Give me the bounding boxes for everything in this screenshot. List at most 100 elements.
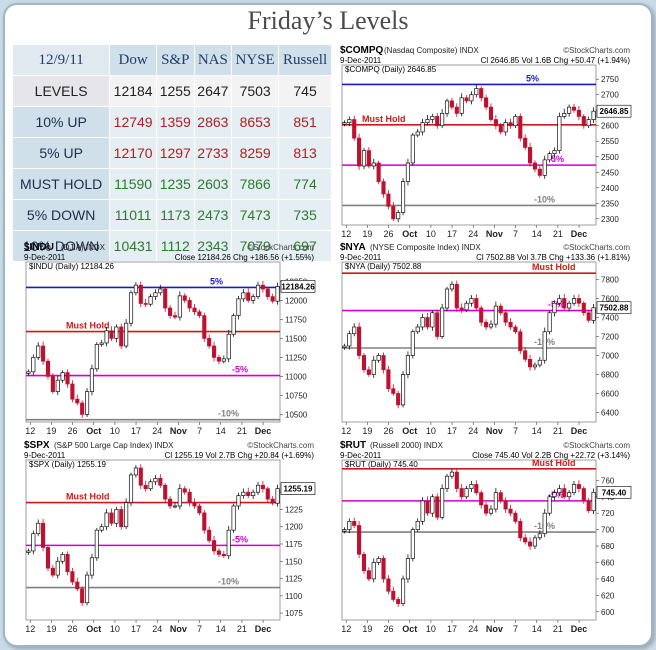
x-tick-label: Nov [486, 426, 503, 436]
chart-name: (S&P 500 Large Cap Index) INDX [54, 441, 174, 450]
candle-body [391, 590, 396, 600]
candle-body [221, 554, 226, 557]
chart-symbol: $COMPQ [340, 45, 384, 56]
candle-body [586, 500, 591, 512]
chart-date: 9-Dec-2011 [340, 253, 382, 262]
candle-body [532, 537, 538, 547]
chart-source: ©StockCharts.com [563, 46, 630, 55]
candle-body [435, 116, 440, 127]
x-tick-label: 10 [110, 426, 120, 436]
x-tick-label: Oct [86, 426, 101, 436]
candle-body [133, 284, 138, 294]
candle-body [207, 338, 212, 347]
chart-date: 9-Dec-2011 [340, 451, 382, 460]
candle-body [484, 97, 489, 108]
chart-svg: $INDU (DJIA) INDX ©StockCharts.com 9-Dec-20… [24, 242, 316, 436]
candle-body [562, 112, 567, 117]
candle-body [172, 315, 178, 318]
column-header: S&P [155, 44, 195, 76]
column-header: NAS [193, 44, 233, 76]
candle-body [537, 168, 542, 176]
candle-body [347, 521, 352, 530]
candle-body [591, 110, 596, 120]
x-tick-label: Dec [571, 229, 588, 239]
chart-name: (Russell 2000) INDX [370, 441, 444, 450]
y-tick-label: 7200 [601, 333, 619, 342]
x-tick-label: 17 [447, 229, 457, 239]
x-tick-label: Dec [571, 426, 588, 436]
y-tick-label: 2600 [601, 122, 619, 131]
candle-body [197, 311, 202, 316]
candle-body [241, 491, 246, 496]
x-tick-label: 14 [532, 624, 542, 634]
candle-body [31, 533, 36, 552]
candle-body [124, 322, 129, 347]
x-tick-label: 19 [362, 426, 372, 436]
candle-body [376, 162, 381, 182]
x-tick-label: 12 [341, 229, 351, 239]
chart-stats: Cl 7502.88 Vol 3.7B Chg +133.36 (+1.81%) [476, 253, 630, 262]
candle-body [192, 307, 197, 313]
candle-body [440, 488, 445, 518]
candle-body [459, 307, 464, 311]
candle-body [361, 553, 367, 572]
candle-body [41, 345, 46, 362]
chart-date: 9-Dec-2011 [340, 56, 382, 65]
chart-sp500: $SPX (S&P 500 Large Cap Index) INDX ©Stock… [22, 438, 316, 636]
table-cell: 11011 [109, 199, 157, 231]
candle-body [65, 372, 70, 385]
y-tick-label: 11250 [285, 353, 307, 362]
candle-body [260, 284, 265, 290]
candle-body [260, 484, 265, 490]
x-tick-label: 7 [513, 624, 518, 634]
level-label: 5% [526, 73, 539, 83]
table-cell: 1173 [155, 199, 195, 231]
table-cell: 12749 [109, 106, 157, 138]
chart-source: ©StockCharts.com [563, 441, 630, 450]
candle-body [153, 478, 158, 483]
candle-body [400, 181, 406, 213]
candle-body [371, 562, 376, 580]
x-tick-label: 21 [237, 624, 247, 634]
candle-body [576, 484, 581, 489]
candle-body [400, 578, 406, 604]
x-tick-label: 26 [384, 426, 394, 436]
candle-body [236, 298, 241, 316]
candle-body [226, 333, 231, 360]
x-tick-label: 21 [553, 624, 563, 634]
candle-body [474, 88, 479, 96]
level-label: -5% [232, 365, 248, 375]
candle-body [143, 303, 148, 305]
y-tick-label: 680 [601, 542, 615, 551]
candle-body [430, 116, 435, 120]
x-tick-label: Nov [170, 426, 187, 436]
candle-body [187, 300, 192, 309]
y-tick-label: 7000 [601, 352, 619, 361]
candle-body [464, 97, 469, 102]
candle-body [586, 119, 591, 127]
candle-body [557, 298, 562, 304]
candle-body [537, 359, 542, 366]
x-tick-label: 21 [237, 426, 247, 436]
candle-body [236, 495, 241, 507]
y-tick-label: 2450 [601, 168, 619, 177]
candle-body [251, 491, 256, 496]
candle-body [265, 488, 270, 500]
candle-body [518, 521, 523, 539]
candle-body [459, 97, 464, 114]
table-cell: 851 [278, 106, 332, 138]
level-label: Must Hold [66, 492, 110, 502]
candle-body [80, 402, 85, 415]
table-cell: 8259 [231, 137, 280, 169]
candle-body [342, 345, 347, 348]
candle-body [581, 488, 586, 502]
candle-body [454, 471, 459, 489]
candle-body [562, 298, 567, 309]
chart-svg: $NYA (NYSE Composite Index) INDX ©StockCha… [340, 242, 632, 436]
candle-body [386, 369, 391, 390]
x-tick-label: Oct [402, 624, 417, 634]
y-tick-label: 1200 [285, 523, 303, 532]
y-tick-label: 11500 [285, 334, 307, 343]
x-tick-label: 24 [152, 426, 162, 436]
x-tick-label: 10 [426, 426, 436, 436]
